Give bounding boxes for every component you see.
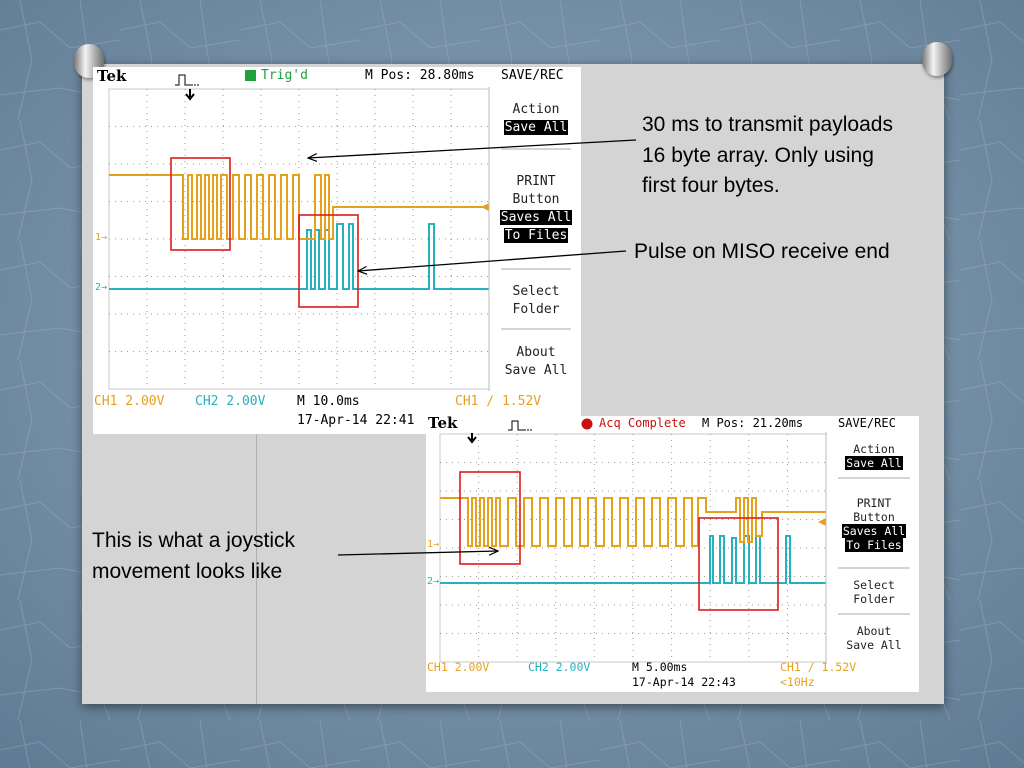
scope1-brand: Tek bbox=[97, 67, 127, 85]
scope1-action-menu[interactable]: Action Save All bbox=[497, 101, 575, 137]
scope2-datetime: 17-Apr-14 22:43 bbox=[632, 675, 736, 689]
scope1-highlight-box-ch1 bbox=[170, 157, 231, 251]
scope1-trigger-status: Trig'd bbox=[261, 68, 308, 83]
scope2-acq-status: Acq Complete bbox=[599, 416, 686, 430]
scope1-trigger-position-icon bbox=[185, 89, 195, 101]
oscilloscope-screenshot-1: Tek Trig'd M Pos: 28.80ms SAVE/REC Actio… bbox=[93, 67, 581, 434]
scope1-timebase: M 10.0ms bbox=[297, 394, 360, 409]
scope1-menu-title: SAVE/REC bbox=[501, 68, 564, 83]
scope2-about-line1: About bbox=[856, 624, 892, 638]
scope1-display bbox=[108, 70, 571, 391]
scope1-action-label: Action bbox=[512, 102, 560, 117]
oscilloscope-screenshot-2: Tek Acq Complete M Pos: 21.20ms SAVE/REC… bbox=[426, 416, 919, 692]
payload-callout-line3: first four bytes. bbox=[642, 174, 780, 198]
scope1-select-line1: Select bbox=[512, 284, 560, 299]
scope2-ch1-trace bbox=[440, 497, 826, 547]
scope2-timebase: M 5.00ms bbox=[632, 660, 688, 674]
scope1-datetime: 17-Apr-14 22:41 bbox=[297, 413, 415, 428]
scope2-action-label: Action bbox=[853, 442, 895, 456]
joystick-callout-line1: This is what a joystick bbox=[92, 529, 296, 552]
scope2-print-value1: Saves All bbox=[841, 524, 907, 538]
scope1-about-line2: Save All bbox=[504, 363, 568, 378]
scope2-select-folder-menu[interactable]: Select Folder bbox=[836, 578, 912, 606]
scope2-print-line1: PRINT bbox=[856, 496, 892, 510]
scope1-ch2-scale: CH2 2.00V bbox=[195, 394, 266, 409]
scope2-trigger-level-icon bbox=[818, 518, 826, 526]
scope1-print-value1: Saves All bbox=[499, 210, 573, 225]
scope2-action-menu[interactable]: Action Save All bbox=[836, 442, 912, 470]
scope1-about-line1: About bbox=[516, 345, 556, 360]
scope2-about-menu[interactable]: About Save All bbox=[836, 624, 912, 652]
scope1-ch2-marker: 2→ bbox=[95, 282, 108, 293]
payload-arrow bbox=[308, 139, 637, 158]
scope2-print-line2: Button bbox=[853, 510, 895, 524]
scope2-highlight-box-ch1 bbox=[459, 471, 521, 565]
scope2-ch2-scale: CH2 2.00V bbox=[528, 660, 591, 674]
scope1-ch1-scale: CH1 2.00V bbox=[94, 394, 165, 409]
scope2-action-value: Save All bbox=[845, 456, 903, 470]
scope2-trigger-position-icon bbox=[467, 433, 477, 444]
scope1-select-line2: Folder bbox=[512, 302, 560, 317]
scope1-ch2-trace bbox=[109, 223, 489, 290]
scope1-print-value2: To Files bbox=[503, 228, 569, 243]
scope2-select-line2: Folder bbox=[853, 592, 895, 606]
scope1-trigger-level: CH1 ∕ 1.52V bbox=[455, 394, 542, 409]
joystick-callout: This is what a joystick movement looks l… bbox=[92, 526, 295, 587]
scope2-print-button-menu[interactable]: PRINT Button Saves All To Files bbox=[836, 496, 912, 552]
joystick-callout-line2: movement looks like bbox=[92, 559, 283, 583]
scope2-ch2-marker: 2→ bbox=[427, 576, 440, 587]
slide-divider bbox=[256, 434, 257, 704]
scope2-highlight-box-ch2 bbox=[698, 517, 779, 611]
scope1-highlight-box-ch2 bbox=[298, 214, 359, 308]
scope2-display bbox=[439, 418, 910, 664]
scope1-select-folder-menu[interactable]: Select Folder bbox=[497, 283, 575, 319]
payload-callout: 30 ms to transmit payloads 16 byte array… bbox=[642, 110, 893, 202]
scope2-select-line1: Select bbox=[853, 578, 895, 592]
joystick-arrow bbox=[337, 551, 498, 555]
scope2-trigger-level: CH1 ∕ 1.52V bbox=[780, 660, 857, 674]
scope2-trigger-freq: <10Hz bbox=[780, 675, 815, 689]
scope1-print-line2: Button bbox=[512, 192, 560, 207]
pushpin-right-icon bbox=[922, 42, 952, 76]
scope1-print-line1: PRINT bbox=[516, 174, 556, 189]
payload-callout-line2: 16 byte array. Only using bbox=[642, 143, 874, 167]
scope1-trigger-level-icon bbox=[481, 203, 489, 211]
scope2-m-pos: M Pos: 21.20ms bbox=[702, 416, 804, 430]
scope1-about-menu[interactable]: About Save All bbox=[497, 344, 575, 380]
scope2-pulse-icon bbox=[508, 420, 532, 431]
scope1-m-pos: M Pos: 28.80ms bbox=[365, 68, 475, 83]
scope1-ch1-trace bbox=[109, 174, 489, 240]
scope1-print-button-menu[interactable]: PRINT Button Saves All To Files bbox=[497, 173, 575, 245]
scope1-trigd-indicator-icon bbox=[245, 70, 256, 81]
scope2-ch1-marker: 1→ bbox=[427, 539, 440, 550]
scope1-action-value: Save All bbox=[503, 120, 569, 135]
scope1-pulse-icon bbox=[175, 74, 199, 86]
scope2-ch1-scale: CH1 2.00V bbox=[427, 660, 490, 674]
scope1-ch1-marker: 1→ bbox=[95, 232, 108, 243]
miso-callout: Pulse on MISO receive end bbox=[634, 240, 890, 263]
scope2-ch2-trace bbox=[440, 535, 826, 584]
payload-callout-line1: 30 ms to transmit payloads bbox=[642, 113, 893, 136]
scope2-about-line2: Save All bbox=[846, 638, 902, 652]
scope2-print-value2: To Files bbox=[845, 538, 903, 552]
miso-arrow bbox=[358, 250, 627, 271]
scope2-menu-title: SAVE/REC bbox=[838, 416, 896, 430]
scope2-brand: Tek bbox=[428, 416, 458, 432]
scope2-acq-stop-icon bbox=[581, 418, 593, 430]
